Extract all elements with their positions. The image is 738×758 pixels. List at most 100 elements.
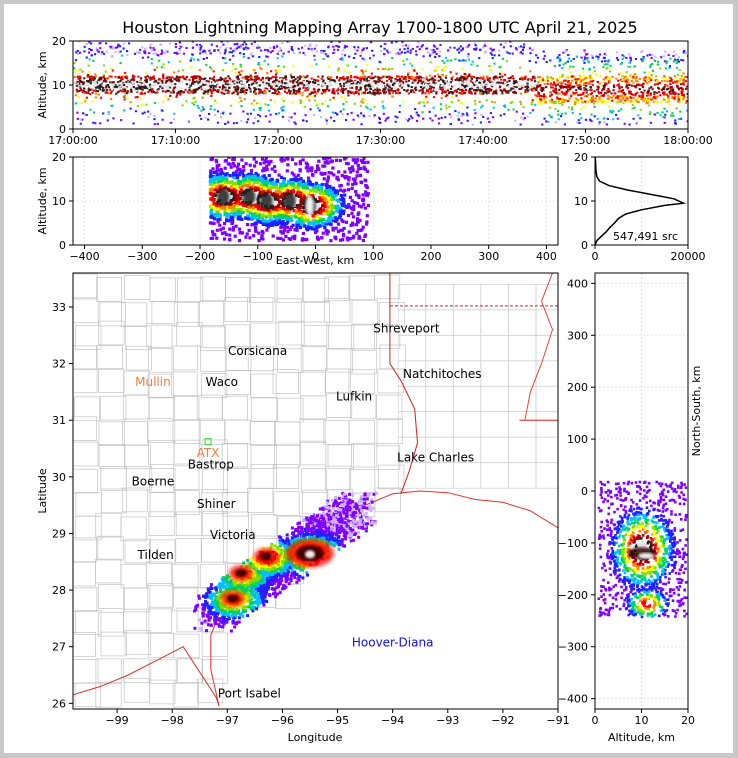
source-pixel	[271, 83, 274, 86]
source-pixel	[365, 193, 369, 197]
source-pixel	[296, 180, 300, 184]
source-pixel	[495, 89, 498, 92]
source-pixel	[572, 93, 575, 96]
source-pixel	[194, 81, 197, 83]
source-pixel	[214, 114, 217, 116]
source-pixel	[232, 176, 236, 180]
source-pixel	[259, 115, 262, 118]
source-pixel	[236, 81, 239, 84]
source-pixel	[277, 173, 281, 177]
source-pixel	[518, 46, 521, 49]
source-pixel	[127, 78, 130, 81]
source-pixel	[415, 53, 418, 56]
source-pixel	[455, 90, 458, 93]
source-pixel	[602, 88, 605, 91]
source-pixel	[461, 67, 464, 70]
source-pixel	[159, 85, 162, 88]
source-pixel	[414, 79, 417, 81]
source-pixel	[88, 58, 91, 61]
source-pixel	[234, 170, 238, 174]
source-pixel	[99, 122, 102, 125]
source-pixel	[283, 226, 287, 230]
source-pixel	[222, 57, 225, 59]
source-pixel	[228, 51, 231, 54]
source-pixel	[292, 64, 295, 67]
source-pixel	[360, 51, 363, 54]
source-pixel	[368, 41, 371, 43]
source-pixel	[351, 177, 355, 181]
source-pixel	[357, 204, 362, 208]
source-pixel	[257, 62, 260, 64]
source-pixel	[329, 187, 333, 191]
source-pixel	[667, 95, 670, 98]
source-pixel	[185, 47, 188, 49]
source-pixel	[361, 238, 365, 243]
source-pixel	[216, 85, 219, 87]
source-pixel	[268, 77, 271, 80]
source-pixel	[117, 76, 120, 79]
source-pixel	[508, 80, 511, 82]
source-pixel	[473, 76, 476, 79]
source-pixel	[460, 122, 463, 125]
source-pixel	[361, 70, 364, 73]
source-pixel	[135, 51, 139, 54]
source-pixel	[473, 84, 476, 87]
source-pixel	[88, 86, 91, 89]
source-pixel	[250, 75, 253, 78]
source-pixel	[238, 196, 242, 200]
source-pixel	[669, 57, 672, 60]
source-pixel	[237, 46, 240, 49]
source-pixel	[106, 89, 109, 92]
source-pixel	[344, 220, 348, 224]
source-pixel	[324, 100, 327, 103]
source-pixel	[112, 117, 115, 120]
source-pixel	[79, 122, 82, 125]
source-pixel	[272, 45, 276, 48]
source-pixel	[299, 209, 303, 213]
source-pixel	[507, 85, 510, 88]
source-pixel	[262, 161, 266, 165]
source-pixel	[87, 92, 90, 94]
source-pixel	[355, 201, 360, 206]
source-pixel	[369, 77, 372, 80]
source-pixel	[674, 95, 677, 98]
source-pixel	[79, 77, 82, 79]
source-pixel	[342, 91, 345, 94]
source-pixel	[607, 87, 610, 90]
source-pixel	[274, 73, 278, 76]
source-pixel	[663, 86, 666, 88]
source-pixel	[116, 85, 119, 88]
source-pixel	[362, 78, 366, 80]
source-pixel	[455, 72, 458, 75]
source-pixel	[617, 83, 620, 86]
source-pixel	[153, 101, 157, 104]
source-pixel	[298, 87, 301, 90]
source-pixel	[530, 103, 533, 106]
source-pixel	[385, 43, 388, 45]
source-pixel	[236, 176, 240, 180]
source-pixel	[429, 117, 432, 120]
source-pixel	[219, 169, 224, 173]
source-pixel	[635, 121, 638, 124]
source-pixel	[649, 63, 652, 66]
source-pixel	[660, 100, 663, 103]
source-pixel	[182, 75, 185, 78]
source-pixel	[348, 55, 351, 58]
source-pixel	[213, 89, 216, 91]
source-pixel	[105, 84, 108, 87]
source-pixel	[240, 120, 243, 122]
source-pixel	[642, 92, 645, 94]
source-pixel	[559, 76, 562, 78]
source-pixel	[354, 182, 358, 186]
source-pixel	[584, 77, 587, 79]
source-pixel	[193, 84, 196, 87]
source-pixel	[78, 86, 81, 89]
source-pixel	[188, 82, 191, 85]
source-pixel	[179, 76, 182, 79]
source-pixel	[255, 85, 258, 88]
source-pixel	[307, 82, 310, 85]
source-pixel	[582, 83, 585, 86]
source-pixel	[467, 53, 470, 56]
source-pixel	[304, 183, 308, 187]
source-pixel	[556, 56, 560, 59]
